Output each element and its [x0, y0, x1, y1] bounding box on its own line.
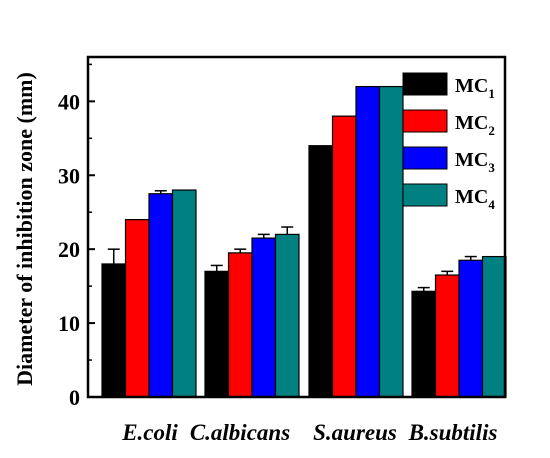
category-label: C.albicans [190, 420, 290, 445]
bar [355, 85, 381, 398]
bar [434, 274, 460, 398]
bar [101, 263, 127, 398]
y-tick-label: 10 [58, 311, 80, 336]
legend-swatch [402, 183, 448, 207]
x-axis-labels: E.coli C.albicans S.aureus B.subtilis [121, 420, 497, 445]
y-tick-label: 0 [69, 385, 80, 410]
legend-label: MC1 [455, 75, 495, 101]
legend-swatch [402, 72, 448, 96]
y-tick-label: 20 [58, 237, 80, 262]
legend-label: MC3 [455, 149, 495, 175]
bar [481, 255, 507, 398]
bar [124, 219, 150, 398]
bar [331, 115, 357, 398]
plot-frame [86, 55, 507, 399]
legend-swatch [402, 109, 448, 133]
category-label: B.subtilis [408, 420, 498, 445]
bar [204, 270, 230, 398]
bar [411, 290, 437, 398]
bar [227, 252, 253, 398]
y-axis: 0 10 20 30 40 [58, 63, 95, 410]
bars-layer [101, 85, 507, 398]
bar [274, 233, 300, 398]
category-label: S.aureus [313, 420, 397, 445]
category-label: E.coli [121, 420, 178, 445]
bar [251, 237, 277, 398]
legend-label: MC4 [455, 186, 495, 212]
bar [308, 145, 334, 398]
legend: MC1 MC2 MC3 MC4 [402, 72, 495, 212]
bar [171, 189, 197, 398]
y-tick-label: 40 [58, 89, 80, 114]
legend-label: MC2 [455, 112, 495, 138]
bar [378, 85, 404, 398]
bar [458, 259, 484, 398]
y-tick-label: 30 [58, 163, 80, 188]
bar [148, 193, 174, 398]
y-axis-title: Diameter of inhibition zone (mm) [12, 72, 37, 386]
legend-swatch [402, 146, 448, 170]
